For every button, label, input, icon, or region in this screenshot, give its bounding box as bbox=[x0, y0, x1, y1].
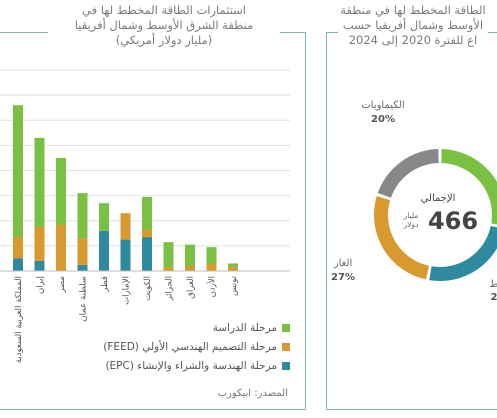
x-tick-label: العراق bbox=[186, 276, 196, 299]
bar-chart-title: استثمارات الطاقة المخطط لها في منطقة الش… bbox=[48, 3, 280, 48]
bar-segment bbox=[142, 229, 152, 238]
donut-center-unit: دولار bbox=[403, 220, 419, 229]
x-tick-label: مصر bbox=[57, 276, 67, 294]
donut-label: 20% bbox=[371, 114, 395, 125]
bar-segment bbox=[206, 263, 217, 271]
donut-center-unit: مليار bbox=[403, 211, 419, 220]
donut-slice bbox=[441, 149, 497, 225]
bar-segment bbox=[56, 157, 66, 225]
bar-segment bbox=[142, 196, 152, 230]
x-tick-label: سلطنة عمان bbox=[79, 276, 89, 322]
bar-segment bbox=[77, 238, 88, 265]
bar-chart-title-line-3: (مليار دولار أمريكي) bbox=[115, 33, 213, 47]
bar-segment bbox=[34, 227, 45, 261]
legend-swatch-feed bbox=[282, 342, 290, 351]
bar-segment bbox=[34, 260, 45, 271]
donut-center-label: الإجمالي bbox=[421, 193, 456, 204]
bar-segment bbox=[99, 203, 109, 231]
donut-slice bbox=[377, 149, 439, 198]
donut-chart-title: الطاقة المخطط لها في منطقة الأوسط وشمال … bbox=[338, 3, 488, 48]
bar-segment bbox=[56, 224, 66, 271]
bar-chart-legend: مرحلة الدراسة مرحلة التصميم الهندسي الأو… bbox=[60, 318, 290, 375]
legend-item-epc: مرحلة الهندسة والشراء والإنشاء (EPC) bbox=[60, 356, 290, 375]
x-tick-label: الجزائر bbox=[165, 276, 175, 302]
legend-swatch-epc bbox=[282, 361, 290, 370]
x-tick-label: إيران bbox=[36, 276, 46, 294]
bar-segment bbox=[120, 239, 131, 271]
donut-label: الغاز bbox=[333, 258, 353, 269]
donut-chart-title-line-1: الطاقة المخطط لها في منطقة bbox=[340, 3, 486, 17]
source-note: المصدر: ابيكورب bbox=[217, 388, 288, 399]
bar-segment bbox=[142, 237, 152, 271]
bar-chart-title-line-1: استثمارات الطاقة المخطط لها في bbox=[82, 3, 246, 17]
bar-segment bbox=[228, 267, 238, 271]
donut-chart-title-line-3: اع للفترة 2020 إلى 2024 bbox=[348, 33, 478, 47]
donut-chart-panel bbox=[326, 32, 497, 410]
legend-label-feed: مرحلة التصميم الهندسي الأولي (FEED) bbox=[103, 340, 277, 353]
bar-segment bbox=[77, 193, 88, 239]
bar-segment bbox=[77, 264, 88, 271]
x-tick-label: الكويت bbox=[143, 276, 153, 301]
bar-segment bbox=[13, 105, 23, 238]
legend-item-study: مرحلة الدراسة bbox=[60, 318, 290, 337]
bar-segment bbox=[34, 137, 45, 228]
bar-segment bbox=[228, 263, 238, 268]
donut-chart-title-line-2: الأوسط وشمال أفريقيا حسب bbox=[342, 18, 484, 32]
bar-segment bbox=[13, 237, 23, 259]
donut-label: 27% bbox=[331, 272, 355, 283]
bar-segment bbox=[185, 265, 195, 271]
x-tick-label: المملكة العربية السعودية bbox=[14, 276, 24, 363]
bar-chart-title-line-2: منطقة الشرق الأوسط وشمال أفريقيا bbox=[74, 18, 254, 32]
donut-label: الكيماويات bbox=[361, 100, 404, 111]
bar-segment bbox=[185, 244, 195, 266]
donut-label: 2 bbox=[491, 292, 497, 303]
donut-slice bbox=[374, 196, 429, 280]
bar-segment bbox=[163, 267, 174, 271]
donut-label: ط bbox=[489, 279, 497, 290]
x-tick-label: تونس bbox=[229, 275, 239, 296]
donut-slice bbox=[429, 226, 497, 281]
bar-segment bbox=[99, 230, 109, 271]
x-tick-label: الإمارات bbox=[122, 276, 132, 305]
legend-swatch-study bbox=[282, 323, 290, 332]
legend-item-feed: مرحلة التصميم الهندسي الأولي (FEED) bbox=[60, 337, 290, 356]
x-tick-label: الأردن bbox=[207, 276, 218, 297]
bar-segment bbox=[13, 258, 23, 271]
legend-label-study: مرحلة الدراسة bbox=[212, 321, 277, 334]
x-tick-label: قطر bbox=[100, 276, 110, 293]
bar-segment bbox=[163, 242, 174, 268]
donut-center-value: 466 bbox=[428, 207, 478, 235]
legend-label-epc: مرحلة الهندسة والشراء والإنشاء (EPC) bbox=[105, 359, 277, 372]
bar-segment bbox=[206, 247, 217, 264]
bar-segment bbox=[120, 213, 131, 240]
